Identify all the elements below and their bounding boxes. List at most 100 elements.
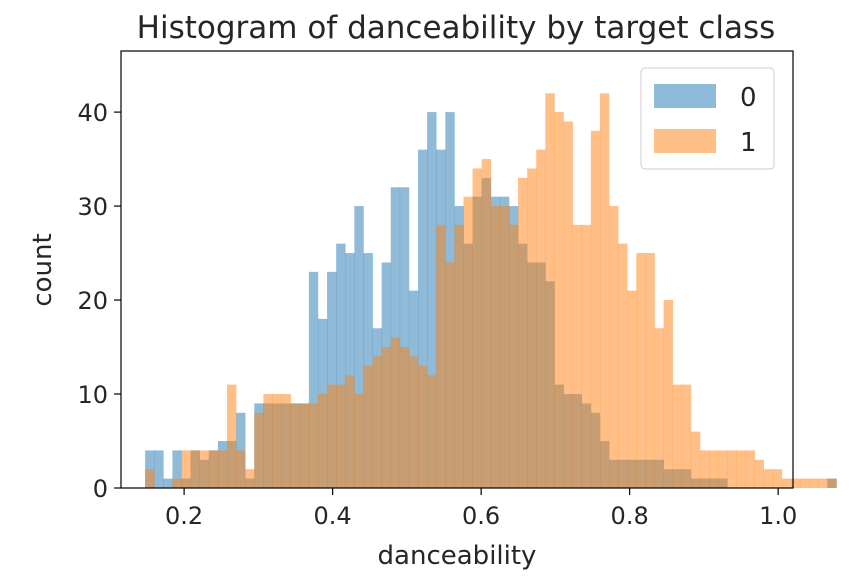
bar-s0-22 — [345, 253, 355, 488]
bar-s1-3 — [172, 478, 182, 488]
bar-s1-13 — [263, 394, 273, 488]
bar-s1-17 — [299, 403, 310, 488]
bar-s0-18 — [308, 271, 319, 488]
x-axis-label: danceability — [378, 541, 537, 571]
bar-s1-8 — [217, 450, 228, 488]
y-tick-label: 0 — [93, 475, 108, 503]
bar-s1-60 — [690, 431, 701, 488]
bar-s1-58 — [672, 384, 683, 488]
legend-label-1: 1 — [740, 128, 757, 158]
bar-s1-61 — [700, 450, 710, 488]
bar-s1-63 — [718, 450, 728, 488]
bar-s1-75 — [827, 478, 837, 488]
bar-s1-7 — [208, 450, 219, 488]
bar-s1-0 — [145, 469, 155, 488]
bar-s1-72 — [800, 478, 810, 488]
y-tick-label: 20 — [77, 287, 108, 315]
y-tick-label: 40 — [77, 99, 108, 127]
bar-s1-14 — [272, 394, 282, 488]
series-1 — [145, 93, 837, 489]
bar-s1-21 — [336, 384, 346, 488]
bar-s1-68 — [763, 469, 774, 488]
bar-s1-34 — [454, 224, 464, 489]
bar-s1-38 — [490, 206, 501, 488]
bar-s0-28 — [399, 187, 410, 488]
bar-s1-50 — [599, 93, 610, 488]
bar-s1-11 — [245, 469, 255, 488]
bar-s1-23 — [354, 394, 364, 488]
legend-label-0: 0 — [740, 83, 757, 113]
bar-s0-23 — [354, 206, 364, 488]
bar-s0-3 — [172, 450, 182, 488]
bar-s1-9 — [227, 384, 237, 488]
bar-s1-47 — [572, 224, 583, 489]
bar-s1-45 — [554, 112, 564, 488]
bar-s1-22 — [345, 375, 355, 488]
x-tick-label: 0.6 — [462, 502, 500, 530]
bar-s1-15 — [281, 394, 291, 488]
bar-s1-20 — [327, 384, 337, 488]
x-tick-label: 0.4 — [314, 502, 352, 530]
bar-s0-31 — [427, 112, 437, 488]
bar-s1-66 — [745, 450, 755, 488]
bar-s0-2 — [163, 478, 173, 488]
bar-s1-55 — [645, 253, 655, 488]
bar-s1-64 — [727, 450, 737, 488]
y-tick-label: 10 — [77, 381, 108, 409]
bar-s1-30 — [418, 365, 428, 488]
bar-s1-12 — [254, 412, 264, 488]
bar-s1-18 — [308, 403, 319, 488]
bar-s1-59 — [681, 384, 692, 488]
legend-swatch-0 — [654, 84, 716, 108]
bar-s1-44 — [545, 93, 555, 488]
bar-s0-1 — [154, 450, 164, 488]
bar-s1-49 — [590, 130, 601, 488]
bar-s1-27 — [390, 337, 401, 488]
bar-s1-67 — [754, 459, 764, 488]
bar-s1-46 — [563, 121, 573, 488]
bar-s1-62 — [709, 450, 719, 488]
x-tick-label: 1.0 — [759, 502, 797, 530]
y-axis-label: count — [28, 233, 58, 306]
x-tick-label: 0.8 — [611, 502, 649, 530]
bar-s1-70 — [781, 478, 792, 488]
bar-s0-30 — [418, 149, 428, 488]
bar-s1-69 — [772, 469, 783, 488]
bars-group — [145, 93, 837, 489]
y-tick-label: 30 — [77, 193, 108, 221]
bar-s1-6 — [199, 450, 210, 488]
bar-s1-36 — [472, 168, 482, 488]
bar-s1-57 — [663, 300, 674, 488]
y-axis: 0 10 20 30 40 — [77, 99, 121, 503]
bar-s1-37 — [481, 159, 492, 488]
bar-s0-21 — [336, 243, 346, 488]
bar-s1-73 — [809, 478, 819, 488]
bar-s1-5 — [190, 450, 201, 488]
legend: 0 1 — [640, 67, 775, 170]
bar-s1-4 — [181, 450, 191, 488]
bar-s1-26 — [381, 347, 392, 488]
bar-s1-65 — [736, 450, 746, 488]
bar-s1-40 — [508, 224, 519, 489]
legend-swatch-1 — [654, 129, 716, 153]
bar-s1-10 — [236, 450, 246, 488]
bar-s1-43 — [536, 149, 546, 488]
x-tick-label: 0.2 — [165, 502, 203, 530]
bar-s0-20 — [327, 271, 337, 488]
bar-s1-35 — [463, 196, 473, 489]
bar-s1-41 — [518, 177, 528, 488]
bar-s1-25 — [372, 356, 382, 488]
bar-s1-48 — [581, 224, 592, 489]
bar-s1-56 — [654, 328, 664, 488]
bar-s1-32 — [436, 224, 446, 489]
bar-s1-29 — [408, 356, 419, 488]
bar-s1-53 — [627, 290, 637, 488]
x-axis: 0.2 0.4 0.6 0.8 1.0 — [165, 488, 797, 530]
bar-s1-33 — [445, 262, 455, 488]
bar-s1-71 — [790, 478, 801, 488]
bar-s1-19 — [317, 394, 328, 488]
bar-s1-28 — [399, 347, 410, 488]
bar-s1-52 — [618, 243, 628, 488]
bar-s1-42 — [527, 168, 537, 488]
bar-s1-74 — [818, 478, 828, 488]
